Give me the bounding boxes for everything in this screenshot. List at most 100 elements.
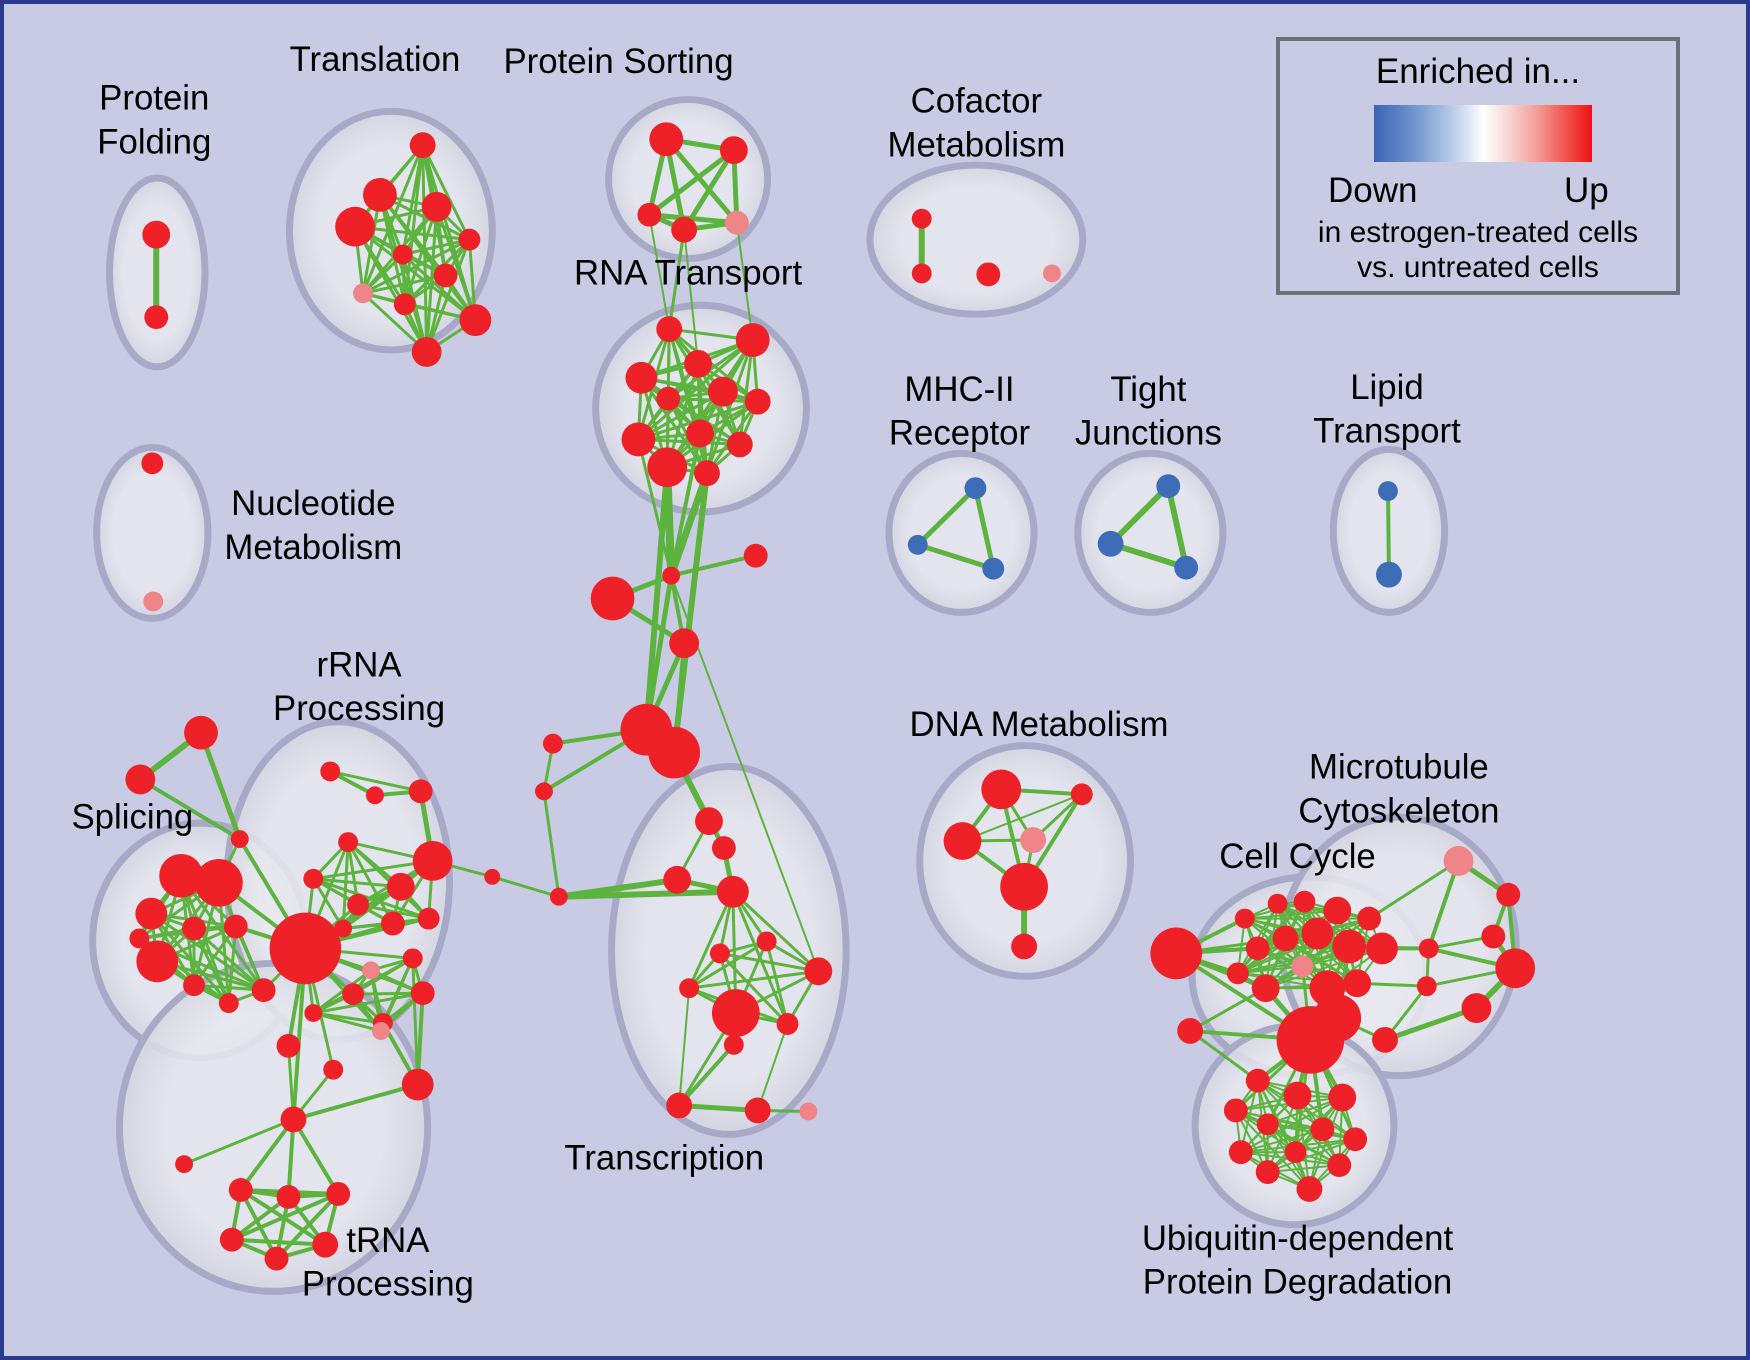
node-ps2: [719, 136, 748, 165]
edge: [311, 968, 373, 1015]
cluster-label-ubiquitin-degradation-line2: Protein Degradation: [1143, 1264, 1452, 1302]
node-rr20: [401, 1068, 434, 1101]
node-sp3: [135, 897, 168, 930]
edge: [1236, 945, 1351, 975]
cluster-label-lipid-transport-line2: Transport: [1313, 413, 1461, 451]
node-tr7: [433, 263, 458, 288]
node-tc10: [723, 1034, 744, 1055]
edge: [328, 769, 423, 793]
legend-box: Enriched in... Down Up in estrogen-treat…: [1276, 37, 1680, 295]
edge: [149, 912, 266, 992]
node-tc7: [804, 957, 833, 986]
edge: [648, 213, 671, 331]
edge: [1234, 1109, 1311, 1190]
node-tc1: [695, 807, 723, 836]
node-hub2: [648, 726, 701, 779]
edge: [1276, 902, 1371, 920]
node-rt1: [656, 316, 683, 342]
edge: [311, 1011, 383, 1033]
node-rr2: [366, 786, 384, 805]
cluster-label-rna-transport-line1: RNA Transport: [574, 255, 802, 293]
cluster-label-trna-processing-line2: Processing: [302, 1266, 474, 1304]
network-canvas: Protein Folding Translation Protein Sorting…: [71, 41, 1536, 1304]
node-sp4: [182, 916, 206, 941]
edge: [677, 1042, 736, 1108]
edge: [678, 987, 691, 1107]
cluster-label-microtubule-cytoskeleton-line1: Microtubule: [1309, 749, 1489, 787]
edge: [646, 212, 740, 226]
edge: [361, 143, 425, 295]
edge: [1239, 1128, 1324, 1154]
legend-caption-line1: in estrogen-treated cells: [1317, 216, 1639, 249]
node-tc5: [756, 931, 777, 952]
node-nm1: [141, 452, 164, 475]
node-cy2: [1267, 893, 1288, 914]
legend-caption-line2: vs. untreated cells: [1357, 251, 1599, 284]
cluster-label-mhc-ii-receptor-line2: Receptor: [889, 415, 1030, 453]
node-sp10: [129, 928, 150, 949]
nodes-layer: [125, 122, 1536, 1271]
cluster-label-tight-junctions-line1: Tight: [1110, 371, 1186, 409]
node-cy14: [1343, 969, 1372, 998]
node-rr12: [362, 961, 380, 980]
edge: [311, 877, 403, 889]
edge: [639, 376, 760, 404]
edge: [421, 143, 471, 242]
edge: [542, 789, 561, 899]
node-cf3: [976, 262, 1001, 287]
edge: [401, 238, 471, 257]
edge: [687, 939, 769, 990]
node-cyb: [1150, 927, 1203, 980]
node-cy9: [1332, 929, 1367, 964]
node-dm4: [1020, 827, 1046, 853]
node-cy6: [1245, 936, 1270, 961]
edge: [669, 553, 758, 578]
node-dm1: [981, 769, 1022, 810]
edge: [1107, 540, 1190, 571]
edge: [1165, 483, 1190, 571]
node-tchub: [711, 989, 760, 1037]
edge: [356, 903, 431, 921]
cluster-label-lipid-transport-line1: Lipid: [1350, 369, 1424, 407]
edge: [735, 221, 754, 342]
node-lt1: [1378, 481, 1398, 502]
edge: [1188, 1029, 1260, 1083]
cluster-ellipse-cofactor-metabolism: [866, 161, 1087, 318]
edge: [353, 225, 477, 322]
node-rr21: [371, 1021, 390, 1040]
node-dm5: [1000, 862, 1048, 911]
node-rt12: [694, 460, 720, 487]
node-rr6: [338, 832, 359, 852]
edge: [731, 890, 820, 973]
edge: [1367, 859, 1461, 921]
cluster-ellipse-tight-junctions: [1074, 449, 1227, 616]
edge: [182, 1117, 295, 1166]
edge: [353, 225, 429, 354]
node-u12: [1296, 1176, 1323, 1202]
edge: [227, 925, 238, 1005]
node-cy10: [1366, 932, 1398, 965]
edge: [687, 890, 735, 990]
node-cyhub2: [1313, 994, 1362, 1042]
node-u8: [1228, 1140, 1253, 1165]
node-tp5: [219, 1227, 244, 1252]
node-rr16: [304, 1004, 323, 1022]
node-tc11: [666, 1092, 693, 1119]
node-m5: [1461, 993, 1492, 1023]
cluster-label-mhc-ii-receptor-line1: MHC-II: [904, 371, 1014, 409]
edge: [915, 542, 996, 572]
node-tc8: [679, 978, 700, 999]
node-rt5: [707, 376, 738, 407]
node-sp2: [195, 858, 243, 907]
node-tr2: [363, 177, 397, 212]
node-u10: [1327, 1153, 1352, 1178]
edge: [718, 951, 790, 1026]
node-sp8: [251, 978, 276, 1003]
node-tc9: [776, 1013, 799, 1035]
node-sp6: [136, 940, 179, 983]
node-rr7: [303, 868, 324, 889]
cluster-label-cofactor-metabolism-line2: Metabolism: [887, 126, 1065, 164]
edge: [1234, 1109, 1357, 1141]
node-rt4: [625, 361, 658, 394]
edge: [361, 273, 448, 295]
